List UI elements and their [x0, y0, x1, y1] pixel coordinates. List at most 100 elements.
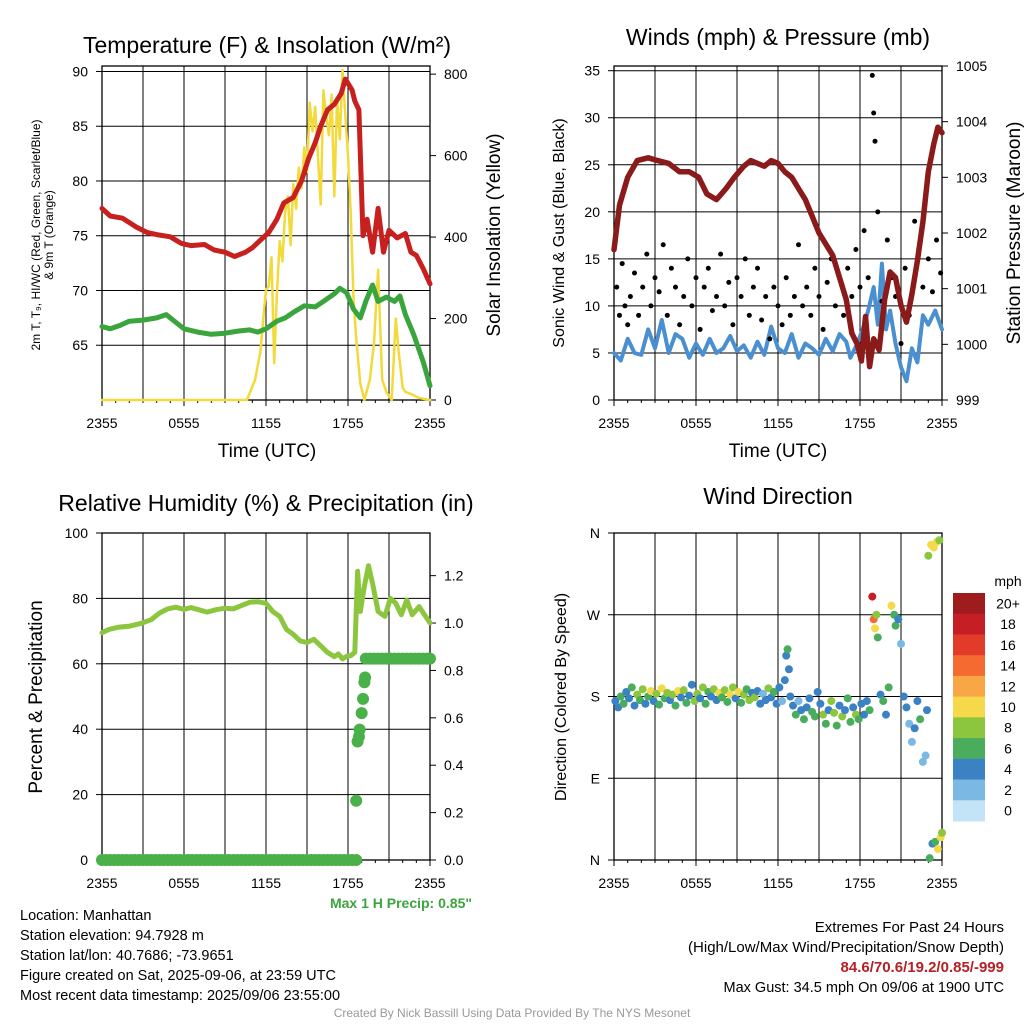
direction-point	[916, 715, 925, 724]
direction-point	[805, 694, 814, 703]
dewpoint-line	[99, 282, 433, 389]
gust-point	[625, 322, 631, 328]
sonic-wind-line	[612, 261, 944, 384]
gust-point	[755, 265, 760, 271]
direction-point	[696, 694, 705, 703]
rh-ytick-label: 20	[72, 787, 88, 803]
direction-point	[731, 694, 740, 703]
gust-point	[804, 284, 810, 290]
extremes-info: Extremes For Past 24 Hours (High/Low/Max…	[688, 918, 1004, 998]
rh-y2tick-label: 0.0	[444, 852, 464, 868]
direction-point	[921, 751, 930, 760]
station-latlon: Station lat/lon: 40.7686; -73.9651	[20, 948, 234, 964]
gust-point	[689, 303, 695, 309]
wind-ytick-label: 15	[584, 251, 600, 267]
direction-point	[622, 687, 631, 696]
gust-point	[800, 303, 806, 309]
gust-point	[619, 261, 625, 267]
direction-point	[843, 694, 852, 703]
gust-point	[668, 265, 674, 271]
dir-frame	[613, 532, 943, 861]
gust-point	[664, 312, 670, 318]
direction-point	[849, 703, 858, 712]
direction-point	[881, 710, 890, 719]
dir-ylabel: Direction (Colored By Speed)	[553, 593, 570, 801]
direction-point	[891, 621, 900, 630]
temp-ytick-label: 75	[72, 228, 88, 244]
colorbar-label: 20+	[996, 595, 1020, 611]
direction-point	[931, 837, 940, 846]
wind-y2tick-label: 1005	[956, 58, 987, 74]
direction-point	[810, 712, 819, 721]
gust-point	[812, 265, 818, 271]
gust-point	[861, 228, 867, 234]
direction-point	[884, 683, 893, 692]
direction-point	[933, 845, 942, 854]
speed-colorbar: mph 20+ 18 16 14 12 10 8 6 4 2 0	[953, 573, 1022, 822]
direction-point	[830, 708, 839, 717]
rh-y2tick-label: 0.2	[444, 805, 464, 821]
gust-point	[779, 322, 785, 328]
gust-point	[750, 284, 756, 290]
colorbar-swatch	[953, 738, 985, 760]
direction-point	[918, 757, 927, 766]
direction-point	[821, 719, 830, 728]
gust-point	[875, 209, 881, 215]
gust-point	[640, 284, 646, 290]
colorbar-label: 16	[1000, 637, 1016, 653]
wind-ylabel: Sonic Wind & Gust (Blue, Black)	[551, 118, 568, 347]
gust-point	[938, 270, 944, 276]
direction-point	[679, 686, 688, 695]
colorbar-label: 14	[1000, 658, 1016, 674]
dir-xtick-label: 1755	[844, 875, 875, 891]
gust-point	[775, 303, 781, 309]
wind-ytick-label: 5	[592, 345, 600, 361]
temp-ylabel-1: 2m T, T₉, HI/WC (Red, Green, Scarlet/Blu…	[29, 119, 43, 350]
gust-point	[853, 246, 859, 252]
wind-ytick-label: 20	[584, 204, 600, 220]
direction-point	[682, 698, 691, 707]
gust-point	[660, 242, 666, 248]
gust-point	[644, 251, 650, 257]
rh-ytick-label: 80	[72, 590, 88, 606]
colorbar-label: 4	[1004, 761, 1012, 777]
colorbar-swatch	[953, 634, 985, 656]
gust-point	[742, 256, 748, 262]
temp-xtick-label: 2355	[86, 415, 117, 431]
direction-point	[854, 715, 863, 724]
gust-point	[632, 270, 637, 276]
gust-point	[816, 294, 822, 300]
colorbar-swatch	[953, 800, 985, 822]
wind-y2tick-label: 1003	[956, 169, 987, 185]
gust-point	[787, 312, 793, 318]
gust-point	[865, 275, 871, 281]
wind-xtick-label: 1755	[844, 415, 875, 431]
direction-point	[862, 697, 871, 706]
gust-point	[832, 303, 838, 309]
wind-direction-chart: 2355 0555 1155 1755 2355 N E S W N Wind Direction D…	[553, 483, 958, 891]
gust-point	[824, 279, 830, 285]
humidity-precip-chart: 2355 0555 1155 1755 2355 0 20 40 60 80 100 0.0 0.2 0.…	[26, 490, 474, 891]
direction-point	[625, 694, 634, 703]
direction-point	[813, 687, 822, 696]
direction-point	[671, 701, 680, 710]
gust-point	[869, 72, 875, 78]
temp-frame	[101, 65, 431, 401]
direction-point	[910, 724, 919, 733]
gust-point	[771, 284, 777, 290]
gust-point	[934, 237, 940, 243]
wind-xtick-label: 0555	[680, 415, 711, 431]
direction-point	[868, 592, 877, 601]
rh-xtick-label: 1755	[332, 875, 363, 891]
direction-point	[630, 701, 639, 710]
gust-point	[871, 110, 877, 116]
direction-point	[802, 703, 811, 712]
gust-point	[845, 265, 851, 271]
rh-ytick-label: 0	[80, 852, 88, 868]
colorbar-swatch	[953, 696, 985, 718]
colorbar-swatch	[953, 675, 985, 698]
temp-y2tick-label: 400	[444, 229, 468, 245]
direction-point	[778, 697, 787, 706]
direction-point	[819, 710, 828, 719]
direction-point	[846, 717, 855, 726]
